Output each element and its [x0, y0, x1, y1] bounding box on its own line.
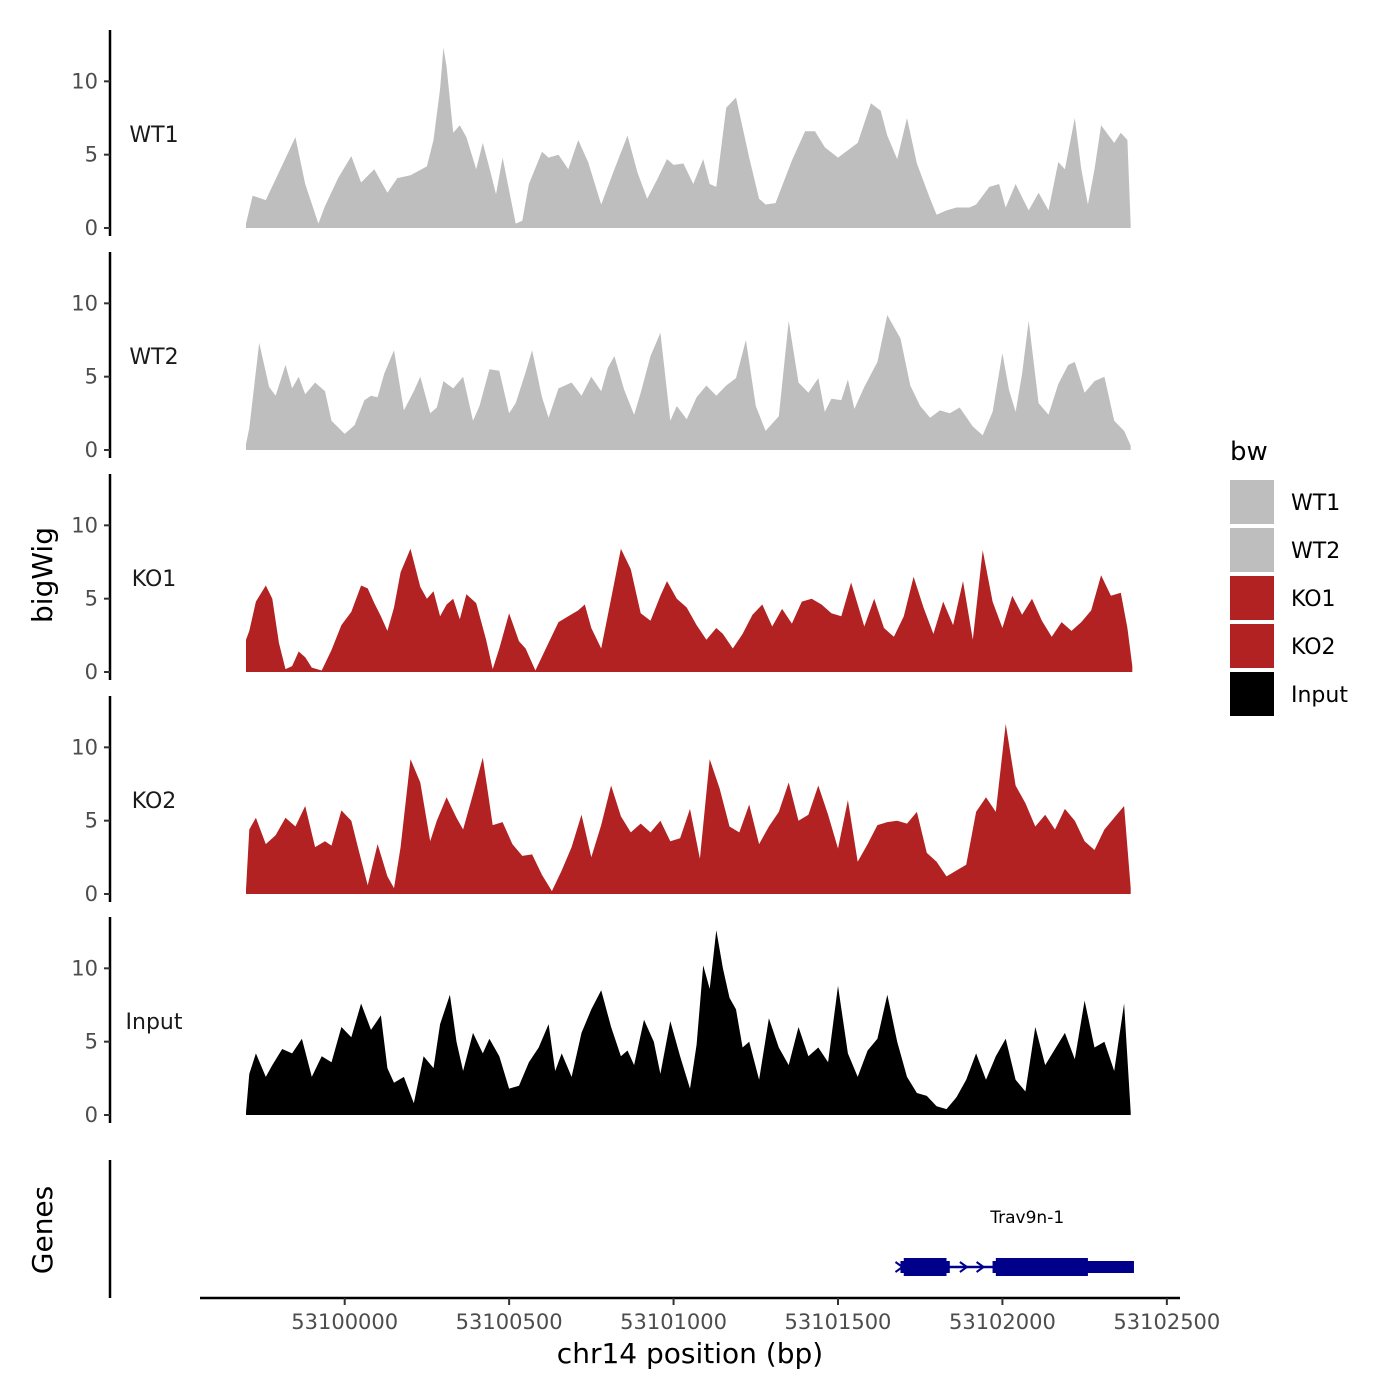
x-tick-label: 53101000	[620, 1310, 727, 1334]
legend-swatch	[1230, 624, 1274, 668]
track-label: KO2	[132, 789, 177, 814]
gene-cds	[995, 1258, 1088, 1276]
y-tick-label: 10	[71, 291, 98, 315]
strand-arrow-icon	[959, 1261, 969, 1273]
x-tick-label: 53101500	[785, 1310, 892, 1334]
legend-entry-ko1: KO1	[1230, 576, 1336, 620]
legend-label: WT1	[1291, 491, 1340, 516]
strand-arrow-icon	[975, 1261, 986, 1273]
gene-trav9n-1: Trav9n-1	[894, 1208, 1134, 1276]
legend-swatch	[1230, 480, 1274, 524]
legend-label: KO1	[1291, 587, 1336, 612]
legend-entry-input: Input	[1230, 672, 1348, 716]
x-tick-label: 53100000	[291, 1310, 398, 1334]
y-tick-label: 0	[85, 660, 98, 684]
y-tick-label: 10	[71, 735, 98, 759]
coverage-area-input	[246, 930, 1131, 1115]
legend: WT1 WT2 KO1 KO2 Input	[1230, 480, 1348, 716]
y-tick-label: 0	[85, 882, 98, 906]
legend-entry-ko2: KO2	[1230, 624, 1336, 668]
y-tick-label: 0	[85, 216, 98, 240]
track-label: WT2	[129, 345, 178, 370]
strand-arrow-icon	[894, 1261, 905, 1273]
y-tick-label: 5	[85, 587, 98, 611]
legend-swatch	[1230, 528, 1274, 572]
genes-panel: Trav9n-1	[108, 1160, 1134, 1298]
y-tick-label: 0	[85, 1103, 98, 1127]
coverage-area-wt2	[246, 315, 1131, 450]
legend-swatch	[1230, 672, 1274, 716]
y-axis-title: bigWig	[26, 527, 59, 623]
y-tick-label: 5	[85, 1030, 98, 1054]
track-input: 0 5 10 Input	[71, 917, 1131, 1127]
y-tick-label: 0	[85, 438, 98, 462]
x-axis: 53100000 53100500 53101000 53101500 53102000…	[200, 1296, 1220, 1334]
genes-axis-title: Genes	[26, 1186, 59, 1274]
gene-label: Trav9n-1	[989, 1208, 1064, 1228]
x-tick-label: 53102000	[949, 1310, 1056, 1334]
legend-entry-wt2: WT2	[1230, 528, 1340, 572]
tracks-layer: 0 5 10 WT1 0 5 10 WT2 0 5 10 KO1 0 5 10 KO2 0 5 10 Input	[71, 30, 1133, 1127]
legend-swatch	[1230, 576, 1274, 620]
coverage-area-ko1	[246, 548, 1133, 672]
legend-label: KO2	[1291, 635, 1336, 660]
track-wt1: 0 5 10 WT1	[71, 30, 1131, 240]
legend-label: WT2	[1291, 539, 1340, 564]
y-tick-label: 5	[85, 809, 98, 833]
track-ko2: 0 5 10 KO2	[71, 696, 1131, 906]
legend-title: bw	[1230, 437, 1268, 467]
track-wt2: 0 5 10 WT2	[71, 252, 1131, 462]
gene-cds	[903, 1258, 947, 1276]
y-tick-label: 10	[71, 69, 98, 93]
y-tick-label: 5	[85, 143, 98, 167]
coverage-area-ko2	[246, 723, 1131, 894]
legend-label: Input	[1291, 683, 1348, 708]
track-label: WT1	[129, 123, 178, 148]
track-label: KO1	[132, 567, 177, 592]
y-tick-label: 10	[71, 513, 98, 537]
x-tick-label: 53100500	[456, 1310, 563, 1334]
x-axis-title: chr14 position (bp)	[557, 1337, 823, 1370]
track-label: Input	[126, 1010, 183, 1035]
coverage-area-wt1	[246, 47, 1131, 228]
x-tick-label: 53102500	[1113, 1310, 1220, 1334]
legend-entry-wt1: WT1	[1230, 480, 1340, 524]
track-ko1: 0 5 10 KO1	[71, 474, 1133, 684]
y-tick-label: 10	[71, 956, 98, 980]
y-tick-label: 5	[85, 365, 98, 389]
